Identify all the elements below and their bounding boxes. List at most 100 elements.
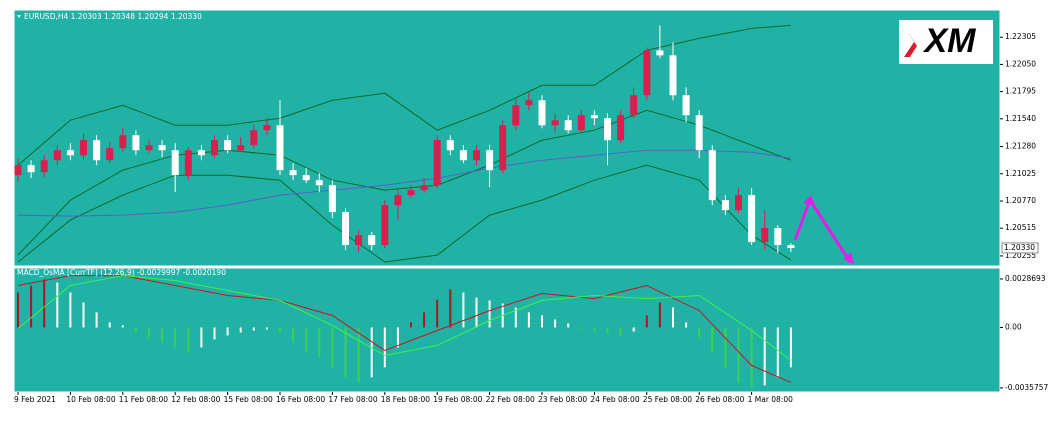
candle-body <box>577 115 585 131</box>
x-tick-label: 12 Feb 08:00 <box>171 395 220 404</box>
histogram-bar <box>724 327 727 368</box>
candle-body <box>499 125 507 171</box>
candle-body <box>355 235 363 246</box>
histogram-bar <box>475 297 478 328</box>
candle-body <box>538 100 546 126</box>
histogram-bar <box>200 327 203 348</box>
histogram-bar <box>265 327 268 330</box>
histogram-bar <box>43 279 46 328</box>
histogram-bar <box>423 312 426 328</box>
x-tick-label: 17 Feb 08:00 <box>328 395 377 404</box>
candle-body <box>93 140 101 161</box>
y-tick-label: 1.21280 <box>1005 142 1036 151</box>
histogram-bar <box>30 285 33 328</box>
y-tick-label: 1.21795 <box>1005 87 1036 96</box>
candle-body <box>708 150 716 201</box>
x-tick-label: 25 Feb 08:00 <box>643 395 692 404</box>
candle-body <box>106 148 114 161</box>
candle-body <box>459 150 467 161</box>
x-tick-label: 16 Feb 08:00 <box>276 395 325 404</box>
x-tick-label: 1 Mar 08:00 <box>748 395 794 404</box>
histogram-bar <box>396 327 399 348</box>
candle-body <box>617 115 625 141</box>
y-tick-label: 1.21025 <box>1005 169 1036 178</box>
candle-body <box>420 185 428 191</box>
histogram-bar <box>672 307 674 328</box>
price-pane <box>13 9 1001 267</box>
histogram-bar <box>82 302 85 328</box>
candle-body <box>145 145 153 151</box>
y-tick-label: -0.0035757 <box>1005 383 1048 392</box>
indicator-line <box>17 164 792 263</box>
histogram-bar <box>174 327 177 348</box>
candle-body <box>695 115 703 151</box>
x-tick-label: 15 Feb 08:00 <box>224 395 273 404</box>
candle-body <box>446 140 454 151</box>
histogram-bar <box>95 312 98 328</box>
histogram-bar <box>449 289 452 328</box>
histogram-bar <box>606 327 609 334</box>
candle-body <box>237 145 245 151</box>
histogram-bar <box>292 327 295 343</box>
histogram-bar <box>750 327 753 388</box>
candle-body <box>381 205 389 246</box>
y-tick-label: 1.21540 <box>1005 114 1036 123</box>
candle-body <box>656 50 664 56</box>
histogram-bar <box>252 327 255 331</box>
candle-body <box>66 150 74 156</box>
candle-body <box>669 55 677 96</box>
x-tick-label: 10 Feb 08:00 <box>66 395 115 404</box>
histogram-bar <box>541 315 543 328</box>
logo-box <box>899 20 993 64</box>
histogram-bar <box>737 327 740 383</box>
histogram-bar <box>658 302 661 328</box>
candle-body <box>394 195 402 206</box>
y-tick-label: 1.20515 <box>1005 223 1036 232</box>
histogram-bar <box>213 327 216 340</box>
histogram-bar <box>632 327 635 332</box>
x-tick-label: 9 Feb 2021 <box>14 395 56 404</box>
histogram-bar <box>108 322 111 328</box>
histogram-bar <box>763 327 766 386</box>
candle-body <box>433 140 441 186</box>
histogram-bar <box>645 315 648 328</box>
histogram-bar <box>148 327 150 338</box>
last-price-label: 1.20330 <box>1004 243 1035 252</box>
indicator-line <box>17 275 792 383</box>
histogram-bar <box>488 300 491 328</box>
histogram-bar <box>567 323 570 328</box>
histogram-bar <box>685 322 688 328</box>
histogram-bar <box>17 292 19 328</box>
macd-pane-title: MACD_OsMA [CurrTF] (12,26,9) -0.0029997 … <box>17 268 226 277</box>
candle-body <box>132 135 140 151</box>
candle-body <box>171 150 179 176</box>
histogram-bar <box>776 327 779 378</box>
indicator-line <box>17 275 792 361</box>
histogram-bar <box>331 327 334 368</box>
x-tick-label: 11 Feb 08:00 <box>119 395 168 404</box>
collapse-icon <box>17 15 21 18</box>
candle-body <box>197 150 205 156</box>
candle-body <box>525 100 533 106</box>
histogram-bar <box>580 327 583 330</box>
histogram-bar <box>514 307 517 328</box>
candle-body <box>590 115 598 119</box>
x-tick-label: 24 Feb 08:00 <box>590 395 639 404</box>
candle-body <box>302 175 310 181</box>
x-tick-label: 26 Feb 08:00 <box>695 395 744 404</box>
histogram-bar <box>357 327 360 383</box>
arrow-head-up <box>803 195 815 206</box>
histogram-bar <box>56 282 59 328</box>
logo-text: XM <box>923 22 977 60</box>
candle-body <box>774 228 782 246</box>
candle-body <box>40 160 48 173</box>
candle-body <box>276 125 284 171</box>
y-tick-label: 0.0028693 <box>1005 274 1046 283</box>
histogram-bar <box>305 327 308 353</box>
histogram-bar <box>554 319 557 328</box>
histogram-bar <box>462 292 465 328</box>
y-tick-label: 1.22050 <box>1005 59 1036 68</box>
candle-body <box>158 145 166 151</box>
indicator-line <box>17 149 791 217</box>
